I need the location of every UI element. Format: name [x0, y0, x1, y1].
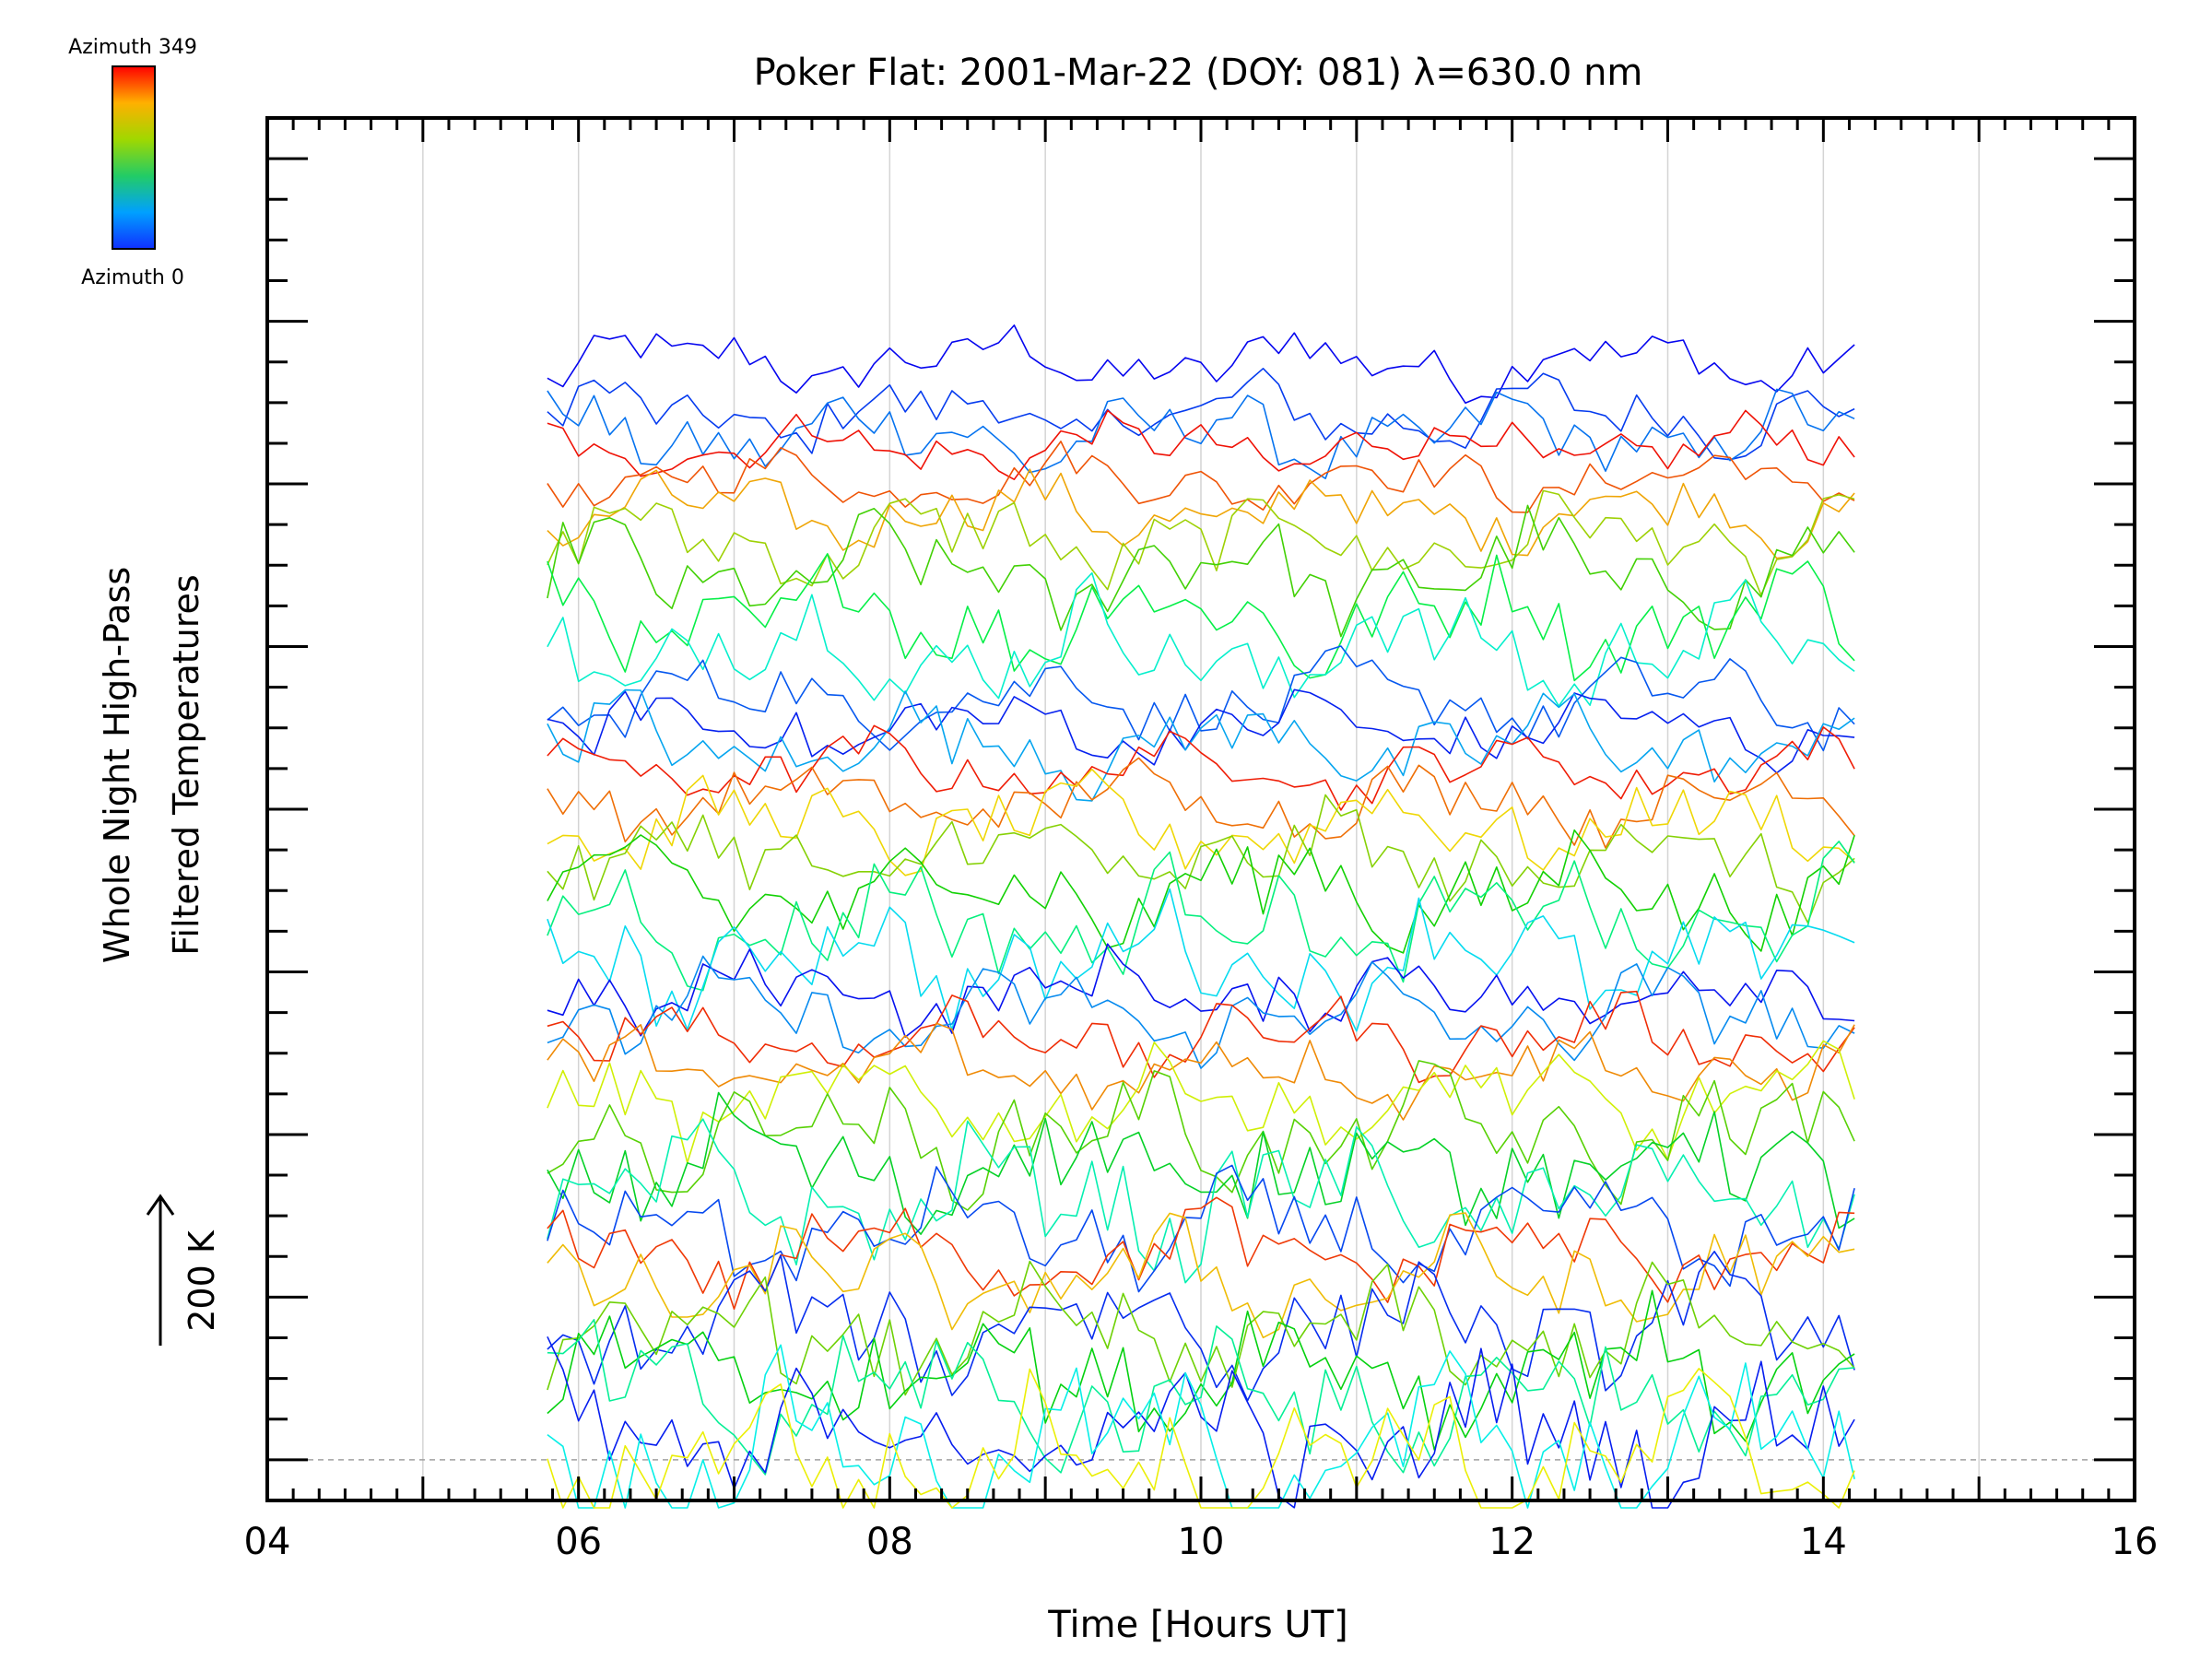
series-line-az-230 — [547, 794, 1855, 924]
series-line-az-180 — [547, 829, 1855, 954]
x-tick-label: 12 — [1488, 1521, 1535, 1563]
chart-title: Poker Flat: 2001-Mar-22 (DOY: 081) λ=630… — [754, 52, 1643, 94]
colorbar-top-label: Azimuth 349 — [68, 36, 197, 59]
x-axis-label: Time [Hours UT] — [1047, 1604, 1347, 1646]
series-line-az-0 — [547, 324, 1855, 405]
series-line-az-90 — [547, 1344, 1855, 1509]
series-line-az-20 — [547, 367, 1855, 461]
series-line-az-340 — [547, 724, 1855, 811]
x-tick-label: 06 — [555, 1521, 602, 1563]
x-tick-label: 04 — [244, 1521, 291, 1563]
series-line-az-150 — [547, 553, 1855, 682]
x-tick-labels: 04 06 08 10 12 14 16 — [244, 1521, 2159, 1563]
x-tick-label: 14 — [1800, 1521, 1847, 1563]
series-line-az-345 — [547, 409, 1855, 481]
series-line-az-270 — [547, 768, 1855, 877]
x-tick-label: 10 — [1178, 1521, 1225, 1563]
series-line-az-60 — [547, 688, 1855, 802]
series-line-az-200 — [547, 504, 1855, 638]
series-line-az-310 — [547, 757, 1855, 849]
series-line-az-80 — [547, 888, 1855, 1032]
x-tick-label: 08 — [866, 1521, 913, 1563]
series-group — [547, 324, 1855, 1509]
series-line-az-335 — [547, 990, 1855, 1084]
series-line-az-15 — [547, 1251, 1855, 1402]
series-line-az-240 — [547, 489, 1855, 596]
scale-bar: 200 K — [146, 1194, 222, 1346]
series-line-az-30 — [547, 645, 1855, 752]
series-line-az-8 — [547, 1335, 1855, 1509]
series-line-az-160 — [547, 1091, 1855, 1235]
series-line-az-250 — [547, 1040, 1855, 1164]
axes — [265, 116, 2136, 1502]
series-line-az-130 — [547, 841, 1855, 992]
series-line-az-280 — [547, 1212, 1855, 1339]
series-line-az-5 — [547, 943, 1855, 1038]
series-line-az-290 — [547, 468, 1855, 559]
series-line-az-170 — [547, 1289, 1855, 1451]
series-line-az-110 — [547, 1118, 1855, 1284]
series-line-az-260 — [547, 1368, 1855, 1509]
colorbar — [112, 65, 156, 250]
series-line-az-120 — [547, 1319, 1855, 1476]
series-line-az-220 — [547, 1260, 1855, 1396]
colorbar-bottom-label: Azimuth 0 — [81, 266, 184, 289]
x-tick-label: 16 — [2112, 1521, 2159, 1563]
series-line-az-25 — [547, 1164, 1855, 1293]
y-axis-label-line1: Whole Night High-Pass — [97, 567, 137, 963]
series-line-az-10 — [547, 688, 1855, 774]
scale-bar-label: 200 K — [182, 1230, 222, 1332]
series-line-az-300 — [547, 1022, 1855, 1121]
y-axis-label-line2: Filtered Temperatures — [166, 574, 206, 955]
series-line-az-320 — [547, 441, 1855, 513]
series-line-az-50 — [547, 955, 1855, 1069]
series-line-az-40 — [547, 388, 1855, 480]
